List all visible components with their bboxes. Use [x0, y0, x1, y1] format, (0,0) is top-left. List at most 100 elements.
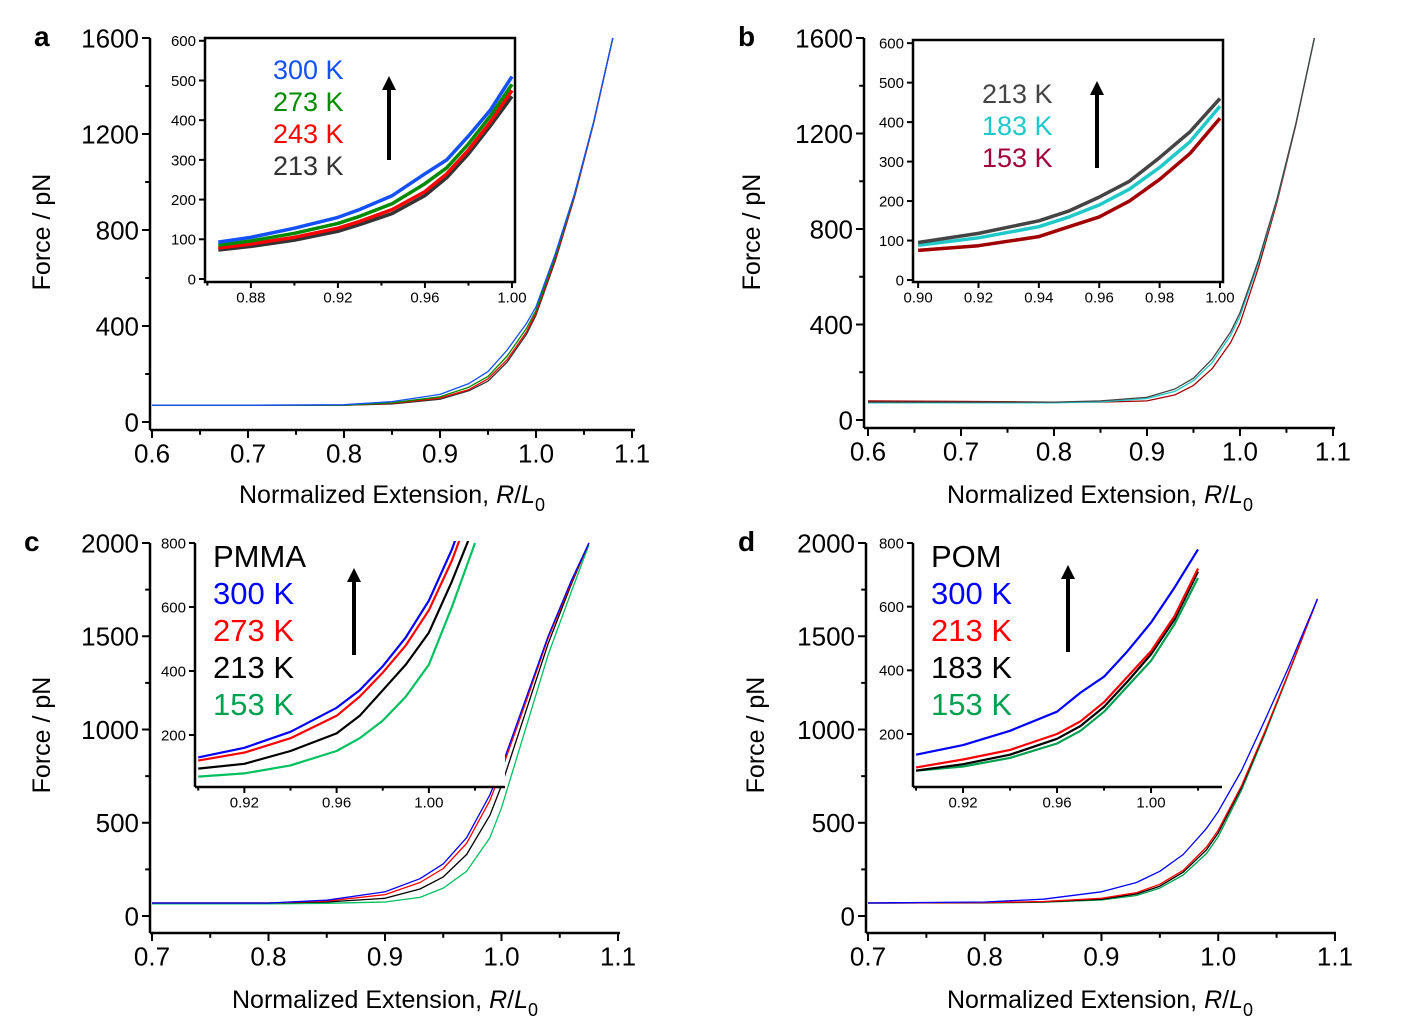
- x-tick-label: 1.1: [1315, 437, 1351, 467]
- x-axis-label-subscript: 0: [1243, 1000, 1253, 1020]
- x-tick-label: 1.1: [1317, 942, 1353, 972]
- y-tick-label: 500: [171, 73, 196, 90]
- arrow-head-icon: [347, 568, 361, 582]
- panel-letter: c: [24, 526, 40, 557]
- panel-a-inset-plot: 0.88 0.92 0.96 1.00 0 100 200 300 400 500 600: [171, 33, 527, 306]
- x-axis-label-slash: /: [514, 481, 521, 509]
- legend-entry: 300 K: [273, 55, 344, 85]
- y-tick-label: 600: [171, 33, 196, 50]
- x-axis-label-slash: /: [1222, 481, 1229, 509]
- x-axis-label-slash: /: [1222, 986, 1229, 1014]
- series-line-213k: [915, 568, 1199, 769]
- x-tick-label: 0.96: [1042, 794, 1071, 811]
- y-tick-label: 400: [879, 663, 904, 680]
- x-tick-label: 1.0: [1200, 942, 1236, 972]
- y-tick-label: 1200: [795, 119, 853, 149]
- x-axis-label-R: R: [1204, 481, 1222, 509]
- series-line-300k: [197, 541, 457, 759]
- legend-entry: 183 K: [982, 111, 1053, 141]
- series-line-183k: [915, 571, 1199, 772]
- legend-entry: 153 K: [931, 687, 1012, 722]
- inset-background: [913, 40, 1223, 282]
- x-tick-label: 0.7: [943, 437, 979, 467]
- x-axis-label: Normalized Extension, R/L0: [232, 986, 538, 1020]
- y-tick-label: 0: [125, 407, 139, 437]
- series-group: [152, 542, 590, 905]
- y-tick-label: 200: [161, 727, 186, 744]
- x-axis-label-text: Normalized Extension,: [947, 986, 1204, 1014]
- arrow-head-icon: [1061, 565, 1075, 579]
- y-tick-label: 0: [839, 405, 853, 435]
- panel-b-main-plot: 0.6 0.7 0.8 0.9 1.0 1.1 0 400 800 1200 1600: [795, 23, 1351, 466]
- y-tick-label: 1600: [795, 23, 853, 53]
- y-tick-label: 600: [879, 599, 904, 616]
- series-line-213k: [198, 541, 470, 770]
- series-group: [915, 548, 1199, 772]
- x-axis-label-subscript: 0: [535, 495, 545, 515]
- y-tick-label: 0: [125, 901, 139, 931]
- x-tick-label: 0.94: [1024, 289, 1053, 306]
- x-tick-label: 0.96: [322, 794, 351, 811]
- y-tick-label: 100: [879, 233, 904, 250]
- x-tick-label: 0.6: [850, 437, 886, 467]
- legend-entry: 213 K: [982, 79, 1053, 109]
- y-tick-label: 0: [896, 272, 904, 289]
- x-axis-label-R: R: [1204, 986, 1222, 1014]
- arrow-head-icon: [382, 76, 396, 90]
- x-axis-label-L: L: [1229, 986, 1243, 1014]
- panel-letter: b: [738, 21, 755, 52]
- x-tick-label: 1.00: [1205, 289, 1234, 306]
- legend-entry: 213 K: [213, 650, 294, 685]
- x-tick-label: 0.88: [236, 289, 265, 306]
- y-tick-label: 800: [161, 535, 186, 552]
- series-line-213k: [868, 37, 1316, 403]
- y-tick-label: 0: [841, 901, 855, 931]
- x-axis-label: Normalized Extension, R/L0: [239, 481, 545, 515]
- legend-entry: 153 K: [213, 687, 294, 722]
- series-line-213k: [917, 97, 1222, 245]
- x-tick-label: 0.8: [1036, 437, 1072, 467]
- series-group: [867, 598, 1319, 904]
- x-tick-label: 0.90: [904, 289, 933, 306]
- arrow-head-icon: [1090, 81, 1104, 95]
- x-axis-label-text: Normalized Extension,: [947, 481, 1204, 509]
- panel-a-main-plot: 0.6 0.7 0.8 0.9 1.0 1.1 0 400 800 1200 1600: [81, 23, 650, 468]
- series-line-300k: [915, 548, 1199, 756]
- panel-d-main-plot: 0.7 0.8 0.9 1.0 1.1 0 500 1000 1500 2000: [797, 528, 1353, 971]
- x-tick-label: 0.96: [1085, 289, 1114, 306]
- x-axis-label-subscript: 0: [528, 1000, 538, 1020]
- x-tick-label: 1.0: [1222, 437, 1258, 467]
- x-tick-label: 0.9: [1129, 437, 1165, 467]
- y-tick-label: 500: [812, 808, 855, 838]
- series-group: [197, 541, 477, 778]
- series-line-153k: [917, 117, 1222, 253]
- inset-title: POM: [931, 539, 1002, 574]
- inset-title: PMMA: [213, 539, 306, 574]
- x-axis-label-L: L: [1229, 481, 1243, 509]
- series-line-153k: [198, 542, 477, 778]
- y-tick-label: 800: [810, 214, 853, 244]
- x-tick-label: 0.8: [250, 942, 286, 972]
- panel-c-inset-plot: 0.92 0.96 1.00 200 400 600 800: [161, 535, 505, 811]
- series-line-243k: [218, 89, 514, 250]
- y-tick-label: 400: [879, 115, 904, 132]
- panel-b-inset-plot: 0.90 0.92 0.94 0.96 0.98 1.00 0 100 200 300 400 500…: [879, 36, 1235, 307]
- x-tick-label: 1.00: [497, 289, 526, 306]
- series-line-300k: [218, 75, 514, 244]
- y-tick-label: 100: [171, 232, 196, 249]
- x-tick-label: 1.1: [614, 439, 650, 469]
- y-tick-label: 500: [96, 808, 139, 838]
- y-tick-label: 500: [879, 75, 904, 92]
- series-line-153k: [152, 544, 590, 905]
- series-line-153k: [916, 577, 1199, 772]
- x-tick-label: 0.92: [230, 794, 259, 811]
- panel-letter: d: [738, 526, 755, 557]
- y-tick-label: 1600: [81, 23, 139, 53]
- y-tick-label: 0: [188, 271, 196, 288]
- x-tick-label: 0.8: [326, 439, 362, 469]
- x-axis-label-text: Normalized Extension,: [232, 986, 489, 1014]
- legend-entry: 213 K: [931, 613, 1012, 648]
- x-tick-label: 1.0: [518, 439, 554, 469]
- series-line-213k: [867, 598, 1319, 904]
